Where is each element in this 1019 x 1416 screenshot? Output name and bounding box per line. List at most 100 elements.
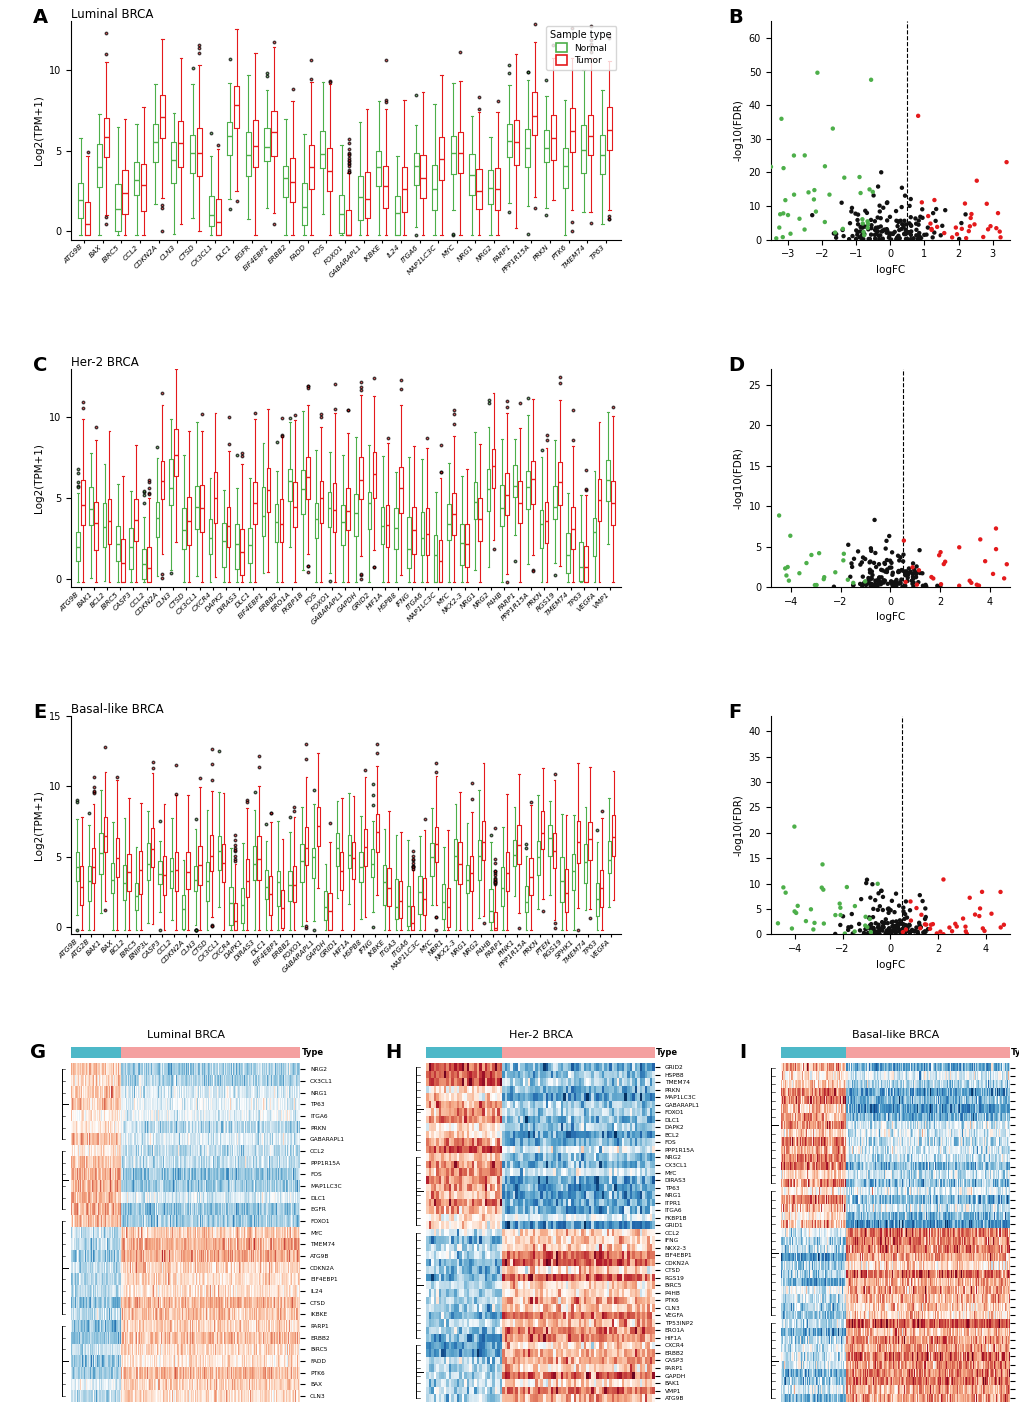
Point — [933, 214, 950, 236]
Point — [910, 210, 926, 232]
Point — [880, 224, 897, 246]
Point — [815, 566, 832, 589]
Point — [853, 225, 869, 248]
Point — [861, 886, 877, 909]
Point — [971, 898, 987, 920]
Point — [896, 222, 912, 245]
Point — [852, 227, 868, 249]
Point — [776, 881, 793, 903]
Point — [770, 217, 787, 239]
Point — [935, 222, 952, 245]
Text: F: F — [728, 702, 741, 722]
Point — [881, 549, 898, 572]
Point — [876, 922, 893, 944]
Point — [897, 891, 913, 913]
Point — [931, 541, 948, 564]
Point — [928, 215, 945, 238]
Point — [864, 184, 880, 207]
Point — [806, 573, 822, 596]
Point — [834, 218, 850, 241]
Point — [904, 919, 920, 942]
Point — [813, 877, 829, 899]
Point — [909, 922, 925, 944]
Text: Luminal BRCA: Luminal BRCA — [71, 8, 154, 21]
Point — [897, 218, 913, 241]
Point — [862, 919, 878, 942]
Point — [867, 920, 883, 943]
Point — [872, 566, 889, 589]
Point — [827, 227, 844, 249]
Point — [893, 922, 909, 944]
Point — [887, 200, 903, 222]
Point — [974, 225, 990, 248]
Point — [891, 549, 907, 572]
Point — [953, 212, 969, 235]
Point — [899, 564, 915, 586]
Point — [890, 895, 906, 918]
Point — [910, 214, 926, 236]
Point — [865, 920, 881, 943]
Point — [913, 198, 929, 221]
Legend: Normal, Tumor: Normal, Tumor — [545, 25, 615, 69]
Point — [879, 227, 896, 249]
Point — [898, 906, 914, 929]
Point — [862, 537, 878, 559]
Point — [897, 575, 913, 598]
Point — [890, 918, 906, 940]
Point — [851, 166, 867, 188]
Point — [826, 561, 843, 583]
Point — [803, 204, 819, 227]
Point — [998, 152, 1014, 174]
Point — [899, 228, 915, 251]
Point — [871, 200, 888, 222]
Point — [893, 212, 909, 235]
Point — [843, 552, 859, 575]
Point — [867, 573, 883, 596]
Point — [894, 913, 910, 936]
Point — [883, 564, 900, 586]
Point — [950, 537, 966, 559]
Point — [813, 852, 829, 875]
Point — [835, 225, 851, 248]
Point — [950, 575, 966, 598]
Point — [889, 916, 905, 939]
Point — [862, 920, 878, 943]
Point — [850, 913, 866, 936]
Point — [893, 177, 909, 200]
Point — [961, 886, 977, 909]
Point — [869, 882, 886, 905]
Point — [943, 920, 959, 943]
Point — [947, 912, 963, 935]
Point — [970, 575, 986, 598]
Point — [853, 217, 869, 239]
Point — [886, 919, 902, 942]
Y-axis label: Log2(TPM+1): Log2(TPM+1) — [34, 95, 44, 166]
Point — [919, 918, 935, 940]
Point — [888, 575, 904, 598]
Point — [880, 923, 897, 946]
Point — [835, 905, 851, 927]
Point — [926, 210, 943, 232]
Point — [995, 566, 1011, 589]
Point — [954, 908, 970, 930]
Point — [871, 573, 888, 596]
Point — [856, 571, 872, 593]
Point — [875, 218, 892, 241]
Point — [869, 913, 886, 936]
Point — [897, 222, 913, 245]
Point — [904, 568, 920, 590]
Point — [857, 918, 873, 940]
Point — [852, 888, 868, 910]
Point — [966, 903, 982, 926]
Point — [896, 908, 912, 930]
Point — [986, 517, 1003, 539]
Point — [915, 224, 931, 246]
Point — [849, 208, 865, 231]
Point — [769, 912, 786, 935]
Point — [842, 916, 858, 939]
Point — [856, 200, 872, 222]
Point — [957, 202, 973, 225]
Point — [859, 218, 875, 241]
Point — [855, 224, 871, 246]
Point — [895, 222, 911, 245]
